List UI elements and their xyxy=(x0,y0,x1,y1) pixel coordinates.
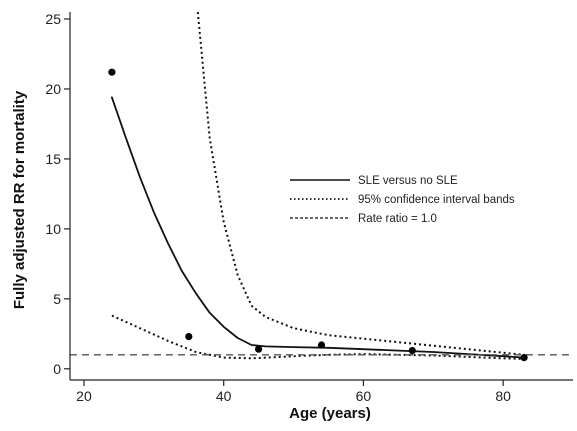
series-line-estimate xyxy=(111,96,525,359)
data-point xyxy=(408,347,416,355)
y-tick-label: 25 xyxy=(45,11,61,27)
series-line-ci-lower xyxy=(111,314,525,360)
data-point xyxy=(108,68,116,76)
y-tick-label: 15 xyxy=(45,151,61,167)
data-point xyxy=(255,345,263,353)
y-tick-label: 0 xyxy=(53,361,61,377)
x-tick-label: 80 xyxy=(495,388,511,404)
legend-label: SLE versus no SLE xyxy=(358,175,458,187)
data-point xyxy=(520,354,528,362)
plot-area xyxy=(70,12,573,362)
x-tick-label: 20 xyxy=(76,388,92,404)
data-point xyxy=(185,333,193,341)
y-tick-label: 5 xyxy=(53,291,61,307)
axes: 0 5 10 15 20 25 20 40 60 80 xyxy=(45,11,573,404)
x-tick-label: 40 xyxy=(216,388,232,404)
y-tick-label: 10 xyxy=(45,221,61,237)
y-axis-title: Fully adjusted RR for mortality xyxy=(11,90,28,309)
legend-label: 95% confidence interval bands xyxy=(358,194,515,206)
data-point xyxy=(317,341,326,349)
x-tick-label: 60 xyxy=(356,388,372,404)
x-axis-title: Age (years) xyxy=(289,405,371,422)
series-line-ci-upper xyxy=(196,12,525,356)
y-tick-label: 20 xyxy=(45,81,61,97)
legend-label: Rate ratio = 1.0 xyxy=(358,213,437,225)
legend: SLE versus no SLE 95% confidence interval… xyxy=(290,175,515,225)
